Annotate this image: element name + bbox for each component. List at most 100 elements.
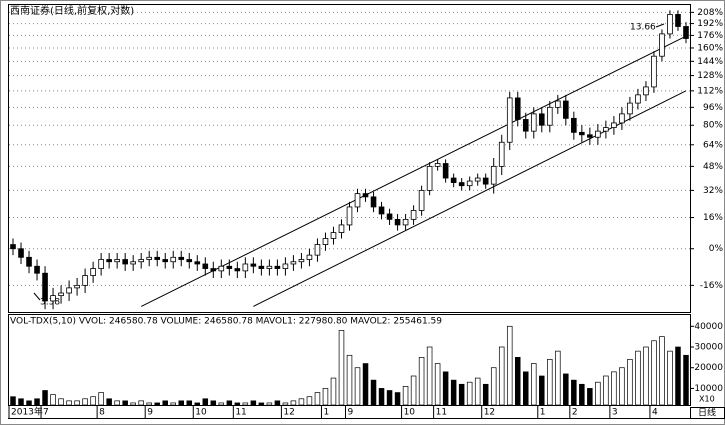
candle-body <box>426 165 433 191</box>
volume-bar <box>635 350 641 406</box>
candle-body <box>10 244 16 250</box>
candle-body <box>362 193 369 198</box>
candle-body <box>138 259 144 263</box>
volume-bar <box>186 400 193 406</box>
candle-body <box>338 224 345 233</box>
candle-body <box>370 196 377 208</box>
candle-body <box>514 97 521 120</box>
candle-body <box>410 210 417 220</box>
volume-bar <box>555 350 561 406</box>
candle-body <box>434 163 441 167</box>
candle-body <box>66 287 72 294</box>
candle-body <box>450 177 457 183</box>
candle-body <box>210 268 217 272</box>
volume-bar <box>322 388 329 406</box>
candle-body <box>154 256 161 260</box>
candle-body <box>571 117 577 133</box>
volume-bar <box>442 371 449 406</box>
volume-bar <box>466 381 473 406</box>
volume-bar <box>571 379 577 406</box>
volume-bar <box>506 325 513 406</box>
volume-bar <box>514 357 521 406</box>
volume-bar <box>490 367 497 406</box>
candle-body <box>498 141 505 167</box>
candle-body <box>162 259 169 263</box>
volume-bar <box>458 383 465 406</box>
candle-body <box>242 263 249 272</box>
volume-bar <box>523 371 529 406</box>
volume-bar <box>675 346 681 406</box>
volume-bar <box>74 400 80 406</box>
volume-bar <box>547 359 553 406</box>
volume-bar <box>378 388 385 406</box>
candle-body <box>611 122 617 128</box>
volume-bar <box>194 402 201 406</box>
volume-bar <box>10 396 16 406</box>
volume-bar <box>170 402 176 406</box>
volume-legend: VOL-TDX(5,10) VVOL: 246580.78 VOLUME: 24… <box>10 317 442 327</box>
candle-body <box>490 165 497 185</box>
candle-body <box>282 263 289 269</box>
candle-body <box>346 206 353 226</box>
candle-body <box>218 265 225 272</box>
x-tick-label: 10 <box>195 408 207 418</box>
y-tick-label: 0% <box>709 244 724 254</box>
volume-bar <box>370 379 377 406</box>
candle-body <box>82 275 88 286</box>
candle-body <box>683 26 689 39</box>
volume-bar <box>619 367 625 406</box>
volume-bar <box>42 390 48 406</box>
price-panel <box>8 4 691 313</box>
candle-body <box>546 106 553 126</box>
y-tick-label: 160% <box>697 43 723 53</box>
candle-body <box>114 259 120 263</box>
candle-body <box>386 213 393 220</box>
y-tick-label: 96% <box>703 103 723 113</box>
candle-body <box>466 180 473 187</box>
volume-bar <box>114 400 120 406</box>
volume-bar <box>394 392 401 406</box>
candle-body <box>42 272 48 302</box>
volume-bar <box>667 350 673 406</box>
candle-body <box>122 259 128 265</box>
volume-bar <box>162 400 168 406</box>
candle-body <box>667 14 673 35</box>
volume-bar <box>330 377 337 406</box>
y-tick-label: 144% <box>697 57 723 67</box>
candle-body <box>130 261 136 265</box>
volume-bar <box>266 402 273 406</box>
volume-bar <box>274 400 281 406</box>
y-tick-label: 208% <box>697 8 723 18</box>
volume-bar <box>250 400 257 406</box>
candle-body <box>474 177 481 182</box>
volume-bar <box>306 396 313 406</box>
y-tick-label: 32% <box>703 186 723 196</box>
candle-body <box>266 265 273 269</box>
volume-bar <box>242 402 249 406</box>
volume-bar <box>651 340 657 406</box>
candle-body <box>170 256 177 263</box>
candle-body <box>603 127 609 132</box>
volume-bar <box>218 402 225 406</box>
candle-body <box>90 268 96 276</box>
annotation-pointer <box>33 292 41 301</box>
volume-bar <box>603 375 609 406</box>
x-tick-label: 12 <box>283 408 294 418</box>
x-tick-label: 2013年 <box>11 406 43 418</box>
volume-bar <box>474 377 481 406</box>
candle-body <box>651 55 657 88</box>
x-tick-label: 10 <box>404 408 416 418</box>
volume-bar <box>410 375 417 406</box>
y-tick-label: 48% <box>703 162 723 172</box>
volume-bar <box>587 388 593 406</box>
volume-bar <box>498 346 505 406</box>
volume-bar <box>290 400 297 406</box>
candle-body <box>506 97 513 143</box>
volume-bar <box>450 379 457 406</box>
x-tick-label: 2 <box>572 408 578 418</box>
candle-body <box>418 190 425 211</box>
volume-bar <box>595 381 601 406</box>
annotation: 3.38 <box>40 298 60 308</box>
volume-bar <box>611 371 617 406</box>
